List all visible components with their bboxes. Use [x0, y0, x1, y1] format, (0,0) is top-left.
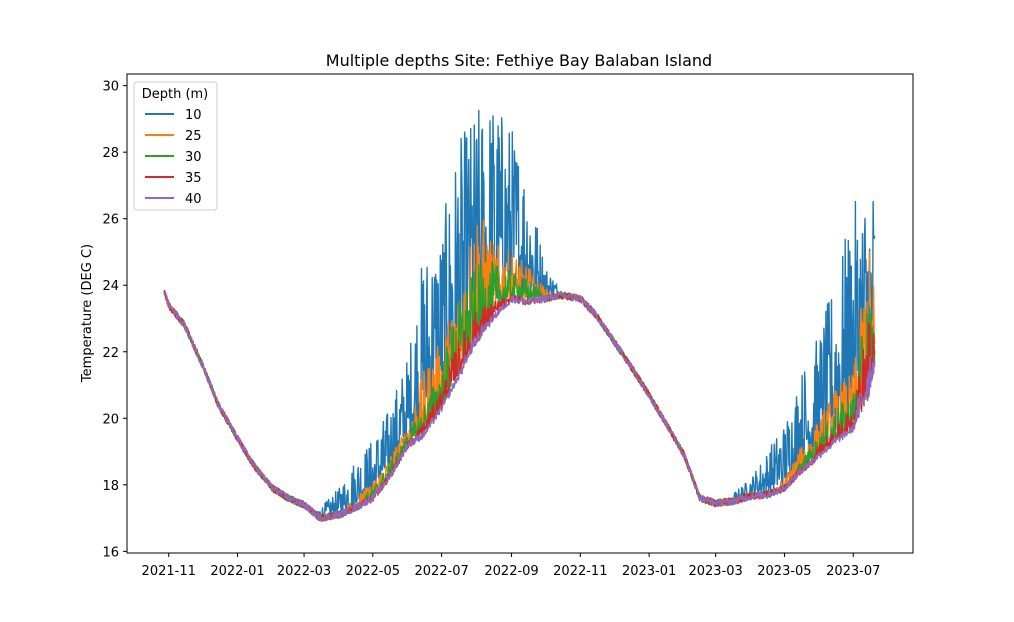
- plot-frame: [126, 73, 914, 554]
- legend-label-40: 40: [185, 192, 202, 207]
- x-tick-label: 2022-07: [414, 564, 468, 579]
- y-tick-label: 28: [102, 146, 119, 161]
- x-tick-label: 2023-03: [688, 564, 742, 579]
- x-tick-label: 2023-05: [757, 564, 811, 579]
- legend-label-25: 25: [185, 129, 202, 144]
- chart-title: Multiple depths Site: Fethiye Bay Balaba…: [326, 51, 712, 70]
- legend-label-35: 35: [185, 171, 202, 186]
- legend: Depth (m) 10 25 30 35 40: [133, 81, 218, 211]
- x-tick-label: 2022-01: [210, 564, 264, 579]
- x-tick-label: 2023-07: [826, 564, 880, 579]
- y-tick-label: 26: [102, 213, 119, 228]
- x-tick-label: 2023-01: [622, 564, 676, 579]
- x-tick-label: 2022-05: [346, 564, 400, 579]
- series-layer: [163, 109, 876, 522]
- legend-label-10: 10: [185, 108, 202, 123]
- x-tick-label: 2022-11: [553, 564, 607, 579]
- axes-layer: 16 18 20 22 24 26 28 30 2021-11 2022-01 2022-03 202…: [102, 80, 880, 579]
- legend-title: Depth (m): [142, 87, 209, 102]
- x-tick-label: 2021-11: [142, 564, 196, 579]
- y-tick-label: 16: [102, 545, 119, 560]
- x-tick-label: 2022-03: [277, 564, 331, 579]
- y-axis-label: Temperature (DEG C): [80, 244, 95, 383]
- legend-entries: 10 25 30 35 40: [145, 108, 202, 207]
- y-tick-label: 18: [102, 479, 119, 494]
- series-line-40: [163, 291, 876, 522]
- y-tick-label: 22: [102, 346, 119, 361]
- y-tick-label: 20: [102, 412, 119, 427]
- y-tick-label: 24: [102, 279, 119, 294]
- legend-label-30: 30: [185, 150, 202, 165]
- y-tick-label: 30: [102, 80, 119, 95]
- x-tick-label: 2022-09: [484, 564, 538, 579]
